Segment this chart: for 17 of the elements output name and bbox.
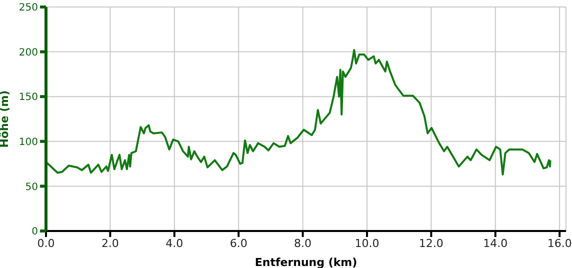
x-tick-label: 16.0 xyxy=(547,236,572,250)
x-tick-label: 8.0 xyxy=(294,236,312,250)
x-tick-label: 12.0 xyxy=(418,236,444,250)
x-tick-label: 0.0 xyxy=(37,236,55,250)
y-tick-label: 150 xyxy=(18,92,38,104)
y-tick-label: 250 xyxy=(18,2,38,14)
x-tick-label: 6.0 xyxy=(230,236,248,250)
y-tick-label: 200 xyxy=(18,47,38,58)
line-series xyxy=(46,49,552,176)
y-tick-label: 100 xyxy=(18,136,38,148)
x-tick-label: 4.0 xyxy=(166,236,184,250)
x-tick-label: 2.0 xyxy=(101,236,119,250)
x-tick-label: 14.0 xyxy=(483,236,508,250)
x-axis-title: Entfernung (km) xyxy=(254,256,358,268)
x-tick-label: 10.0 xyxy=(354,236,380,250)
y-tick-label: 50 xyxy=(25,182,38,193)
y-tick-label: 0 xyxy=(32,226,38,238)
